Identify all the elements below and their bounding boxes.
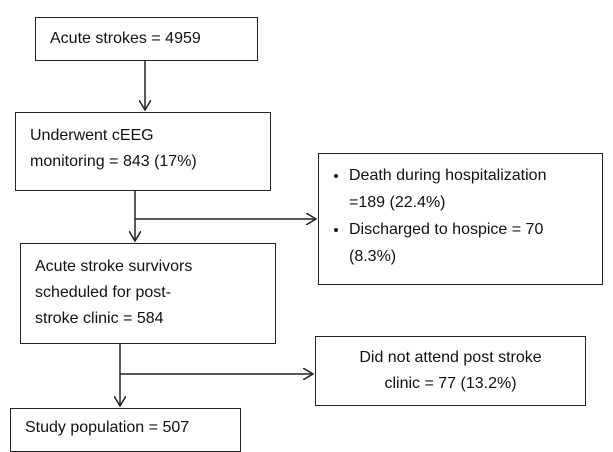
node-text: Discharged to hospice = 70 — [349, 221, 544, 238]
node: Acute stroke survivors scheduled for pos… — [20, 243, 276, 344]
node-text: =189 (22.4%) — [349, 194, 446, 211]
bullet-item: Discharged to hospice = 70 (8.3%) — [349, 216, 602, 270]
node-text: Study population = 507 — [25, 419, 190, 436]
node-text: Acute stroke survivors — [35, 258, 193, 275]
bullet-list: Death during hospitalization =189 (22.4%… — [319, 162, 602, 270]
node: Underwent cEEG monitoring = 843 (17%) — [15, 112, 271, 191]
node: Death during hospitalization =189 (22.4%… — [318, 153, 603, 285]
node-text: Acute strokes = 4959 — [50, 30, 201, 47]
node-text: Underwent cEEG — [30, 127, 154, 144]
node-text: monitoring = 843 (17%) — [30, 153, 197, 170]
node-text: clinic = 77 (13.2%) — [384, 375, 517, 392]
bullet-item: Death during hospitalization =189 (22.4%… — [349, 162, 602, 216]
node-text: Did not attend post stroke — [359, 349, 542, 366]
node-text: scheduled for post- — [35, 284, 172, 301]
node-text: stroke clinic = 584 — [35, 310, 164, 327]
node-text: (8.3%) — [349, 248, 397, 265]
node: Study population = 507 — [10, 408, 241, 452]
node-text: Death during hospitalization — [349, 167, 547, 184]
node: Did not attend post stroke clinic = 77 (… — [315, 336, 586, 406]
node: Acute strokes = 4959 — [35, 17, 258, 61]
